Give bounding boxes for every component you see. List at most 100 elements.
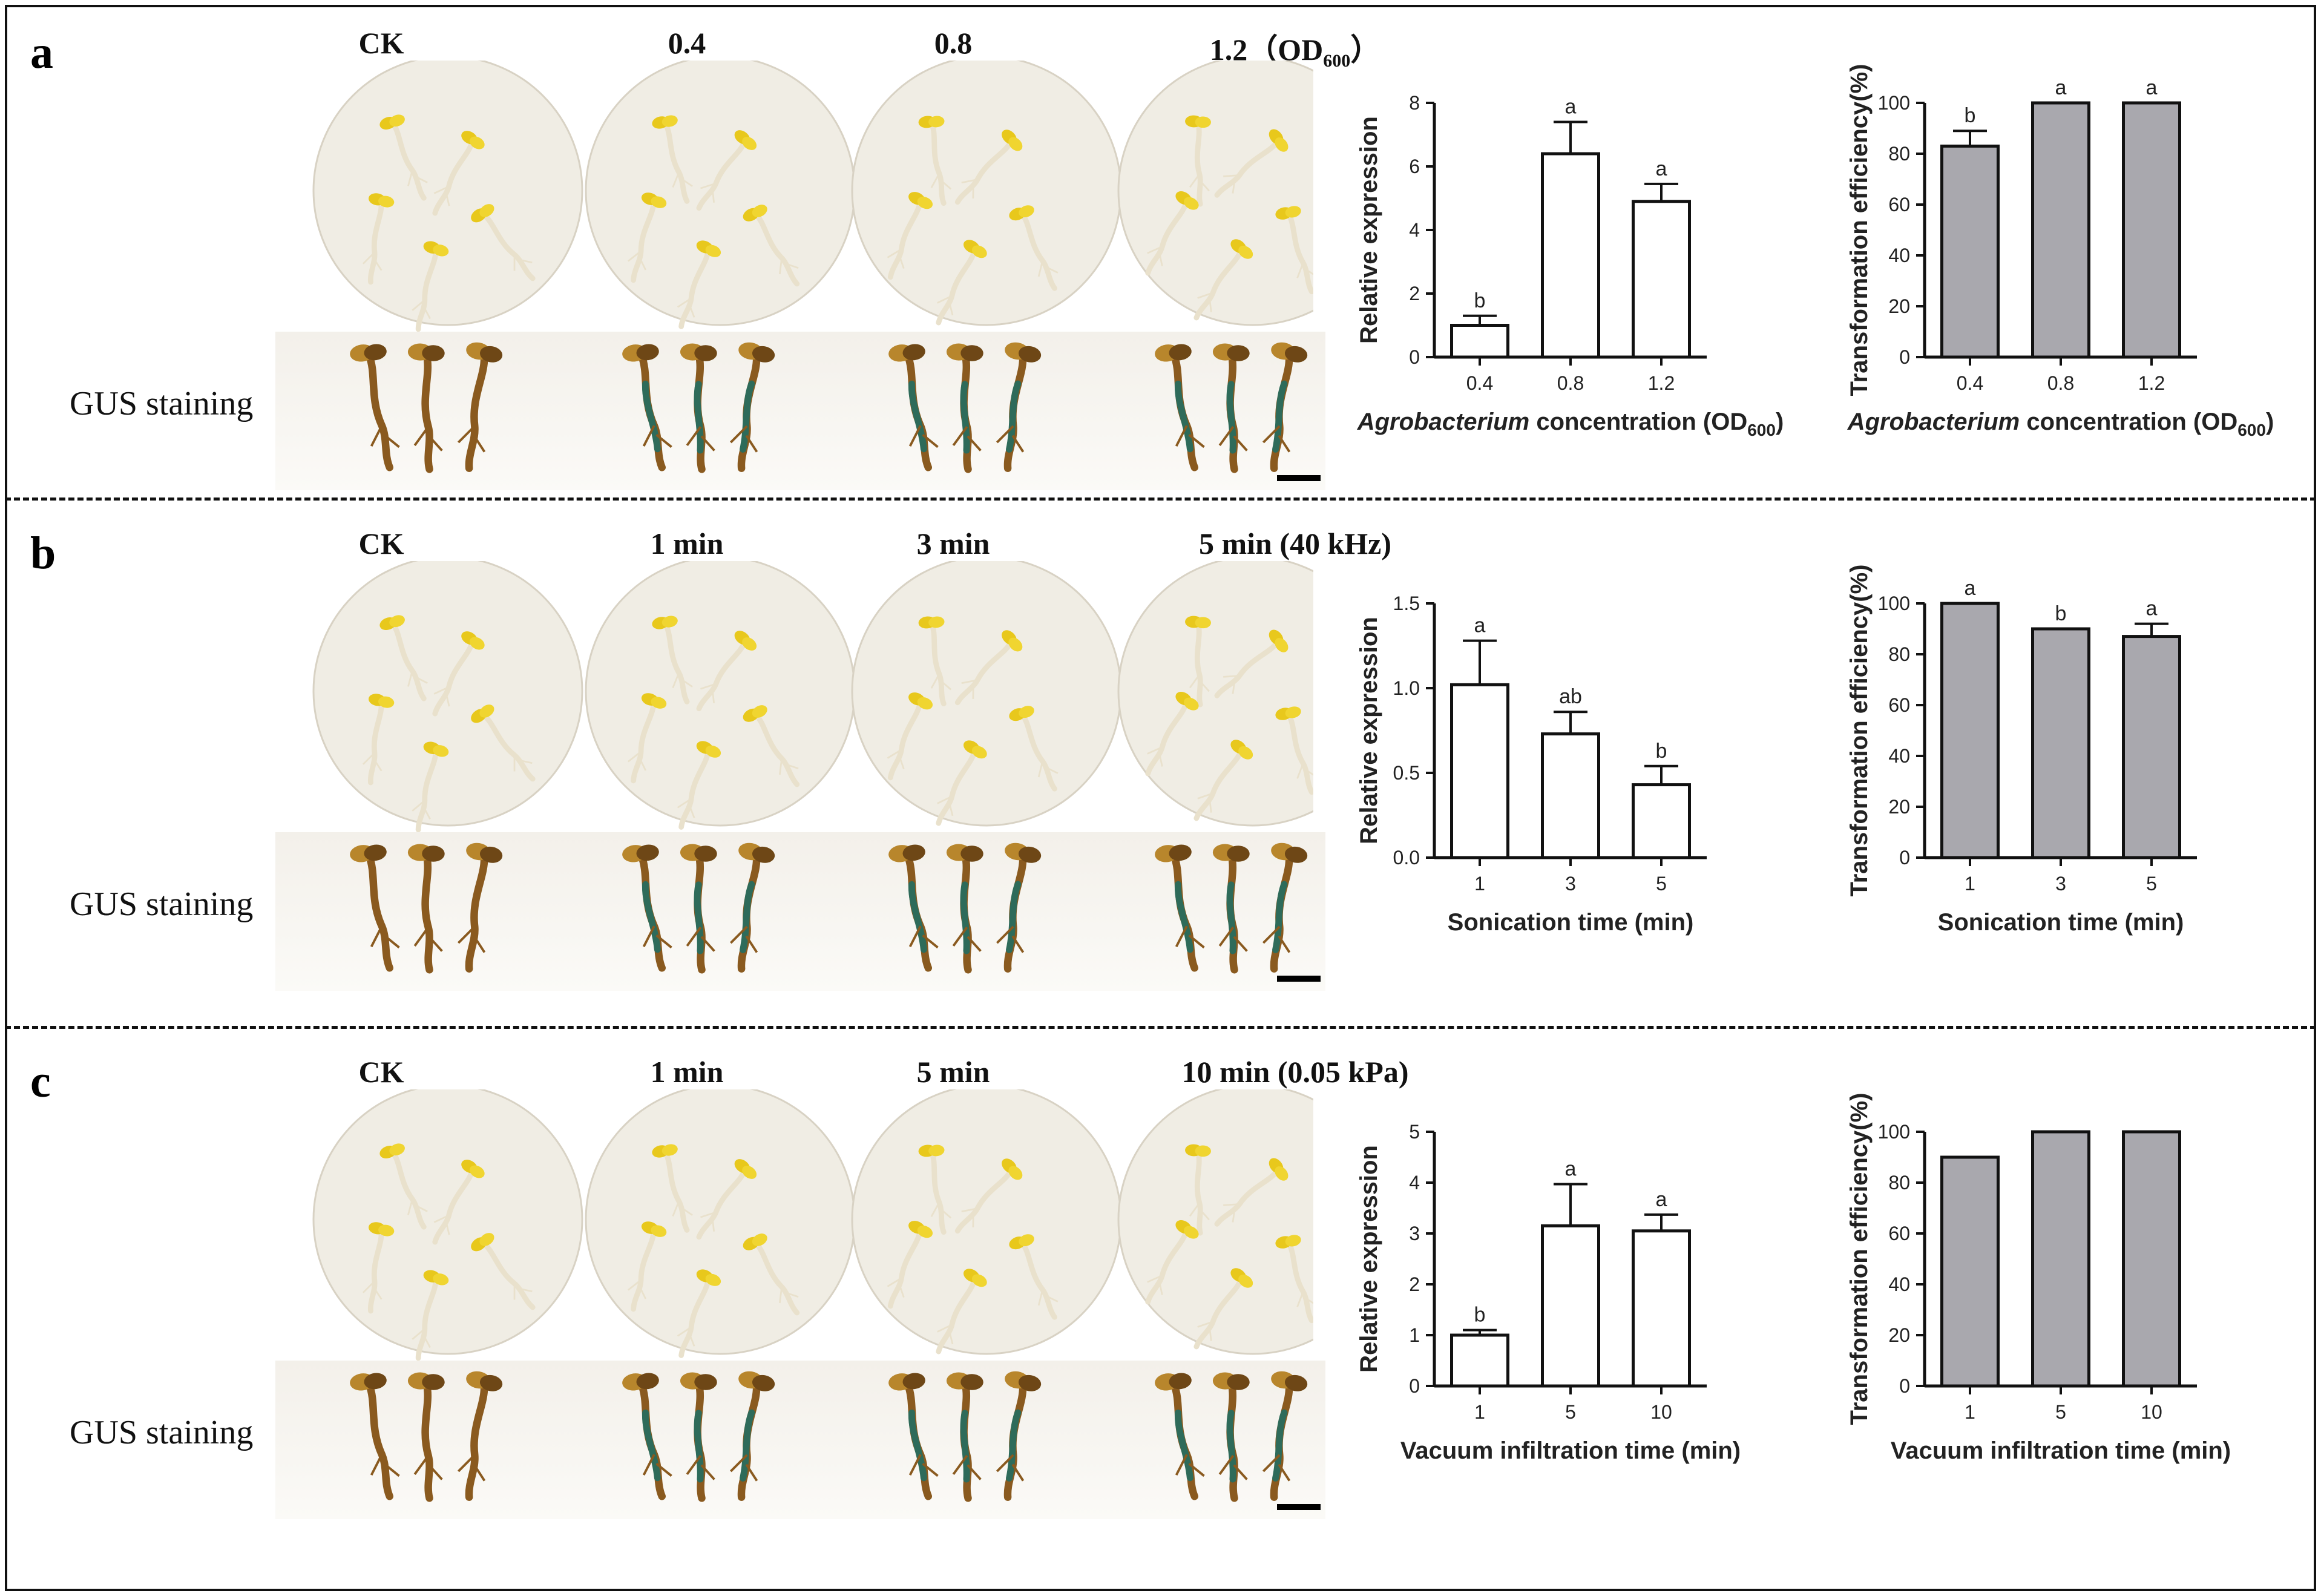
y-tick-label: 5 (1409, 1121, 1420, 1143)
x-tick-label: 10 (1650, 1401, 1672, 1423)
seedling (432, 1160, 485, 1245)
y-tick-label: 0 (1899, 847, 1910, 869)
seedling (1193, 1268, 1253, 1350)
y-tick-label: 20 (1888, 796, 1910, 818)
petri-dish (585, 1089, 856, 1358)
seedling (1155, 844, 1205, 972)
y-axis-label: Transformation efficiency(%) (1846, 564, 1873, 896)
bar (2122, 635, 2181, 859)
bar (2031, 627, 2090, 859)
seedling (407, 844, 445, 974)
significance-letter: a (2146, 76, 2158, 99)
seedling (680, 343, 717, 473)
condition-label: 3 min (916, 527, 990, 560)
bar (2031, 101, 2090, 359)
seedling (729, 342, 775, 472)
seedling (350, 344, 400, 471)
y-tick-label: 0 (1409, 346, 1420, 368)
x-tick-label: 1 (1965, 873, 1975, 895)
x-tick-label: 0.8 (1557, 372, 1584, 394)
seedling (936, 740, 987, 826)
expression-chart: 0 2 4 6 8 Relative expression b 0.4 a 0.8 a 1.2 Agro… (1356, 92, 1784, 439)
petri-dish (312, 1089, 583, 1361)
x-tick-label: 1.2 (1648, 372, 1675, 394)
petri-dish-row (312, 561, 1313, 833)
seedling (1212, 343, 1250, 473)
x-tick-label: 10 (2141, 1401, 2162, 1423)
significance-letter: a (1656, 157, 1667, 180)
panel-letter: c (30, 1056, 51, 1107)
seedling (1185, 1144, 1211, 1236)
significance-letter: ab (1559, 685, 1582, 708)
y-tick-label: 100 (1878, 593, 1910, 614)
bar (1450, 324, 1509, 359)
seedling (652, 1144, 693, 1233)
seedling (936, 240, 987, 326)
y-tick-label: 0.0 (1393, 847, 1420, 869)
x-tick-label: 3 (1565, 873, 1576, 895)
seedling (743, 205, 800, 287)
seedling (946, 1372, 983, 1502)
seedling (677, 1269, 721, 1358)
petri-dish-row (312, 61, 1313, 332)
seedling (1275, 1235, 1313, 1324)
y-tick-label: 4 (1409, 1172, 1420, 1194)
seedling (350, 844, 400, 972)
y-tick-label: 80 (1888, 1172, 1910, 1194)
y-tick-label: 20 (1888, 295, 1910, 317)
seedling (432, 131, 485, 216)
seedling (1214, 629, 1289, 698)
seedling (412, 241, 449, 332)
seedling (622, 844, 672, 972)
seedling (622, 344, 672, 471)
x-axis-label: Agrobacterium concentration (OD600) (1357, 409, 1784, 439)
seedling (379, 615, 428, 701)
x-axis-label: Vacuum infiltration time (min) (1400, 1437, 1741, 1464)
y-tick-label: 1.0 (1393, 677, 1420, 699)
gus-staining-label: GUS staining (70, 385, 254, 422)
y-tick-label: 100 (1878, 92, 1910, 114)
bar (1632, 200, 1691, 359)
significance-letter: b (1965, 104, 1976, 127)
panel-divider (5, 1026, 2316, 1029)
seedling (696, 631, 757, 712)
gus-staining-photo (275, 1361, 1325, 1519)
significance-letter: a (2055, 76, 2067, 99)
bar (2031, 1130, 2090, 1388)
significance-letter: a (1656, 1188, 1667, 1211)
seedling (887, 692, 933, 781)
seedling (677, 741, 721, 830)
seedling (622, 1373, 672, 1500)
seedling (888, 1373, 939, 1500)
bar (1940, 1155, 2000, 1388)
y-axis-label: Transformation efficiency(%) (1846, 64, 1873, 396)
seedling (1009, 205, 1059, 291)
condition-label: 1 min (650, 527, 724, 560)
y-tick-label: 60 (1888, 694, 1910, 716)
significance-letter: b (1656, 740, 1667, 763)
seedling (471, 204, 536, 281)
seedling (996, 342, 1042, 472)
y-tick-label: 0 (1409, 1375, 1420, 1397)
y-tick-label: 6 (1409, 156, 1420, 177)
seedling (1193, 740, 1253, 821)
seedling (1145, 1220, 1199, 1305)
panel-letter: b (30, 528, 56, 579)
y-axis-label: Relative expression (1356, 116, 1382, 344)
panel-b: b CK 1 min 3 min 5 min (40 kHz) GUS staining 0… (0, 501, 2321, 998)
x-tick-label: 5 (1656, 873, 1667, 895)
seedling (1214, 129, 1289, 198)
y-tick-label: 4 (1409, 219, 1420, 241)
panel-divider (5, 498, 2316, 501)
petri-dish (851, 561, 1122, 827)
petri-dish (312, 61, 583, 332)
condition-label: 10 min (0.05 kPa) (1181, 1055, 1409, 1089)
petri-dish-row (312, 1089, 1313, 1361)
seedling (888, 844, 939, 972)
condition-label: 5 min (916, 1055, 990, 1089)
seedling (1214, 1158, 1289, 1227)
panel-letter: a (30, 27, 53, 78)
condition-label: 0.4 (668, 26, 706, 60)
seedling (1275, 706, 1313, 795)
